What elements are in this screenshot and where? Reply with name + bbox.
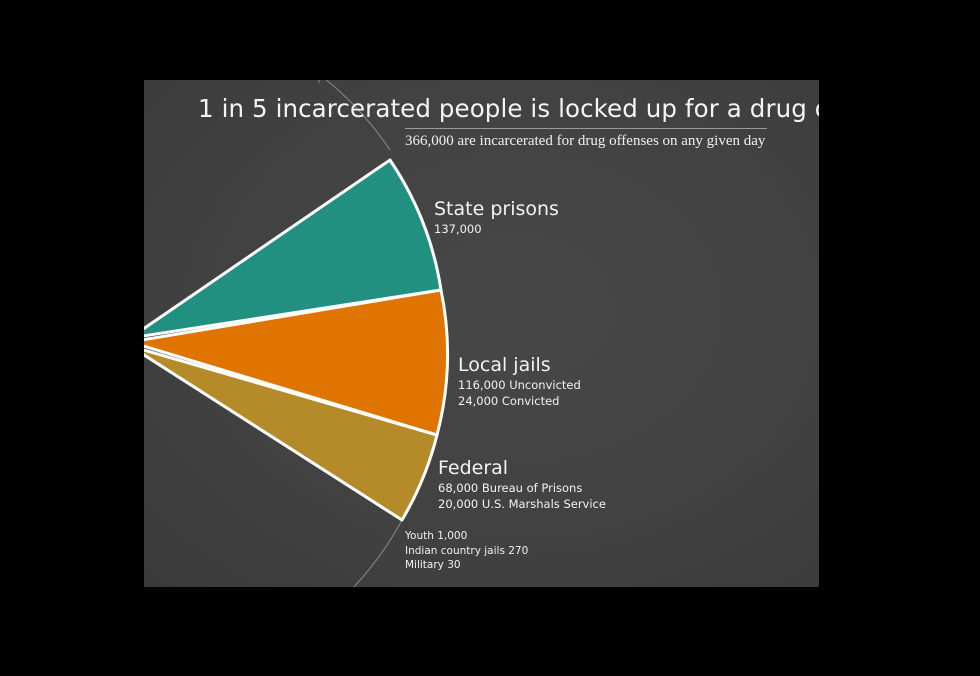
label-state-prisons-value: 137,000 [434,222,482,236]
slice-federal[interactable] [144,346,439,522]
label-local-jails-name: Local jails [458,354,551,376]
label-other-categories: Youth 1,000 Indian country jails 270 Mil… [405,529,528,573]
chart-panel: 1 in 5 incarcerated people is locked up … [144,80,819,587]
label-state-prisons-name: State prisons [434,198,559,220]
label-military: Military 30 [405,559,461,571]
label-youth: Youth 1,000 [405,530,468,542]
slice-local-jails[interactable] [144,288,449,437]
label-federal: Federal 68,000 Bureau of Prisons 20,000 … [438,456,606,512]
chart-subtitle: 366,000 are incarcerated for drug offens… [405,133,766,149]
subtitle-rule [405,128,767,129]
label-local-jails-unconvicted: 116,000 Unconvicted [458,378,581,392]
label-federal-bop: 68,000 Bureau of Prisons [438,481,583,495]
pie-chart [144,80,449,587]
label-local-jails: Local jails 116,000 Unconvicted 24,000 C… [458,353,581,409]
chart-title: 1 in 5 incarcerated people is locked up … [198,94,819,123]
outer-circle-arc-lower [353,519,403,587]
label-local-jails-convicted: 24,000 Convicted [458,394,560,408]
slice-state-prisons[interactable] [144,158,443,338]
outer-circle-arc [325,80,391,151]
label-federal-marshals: 20,000 U.S. Marshals Service [438,497,606,511]
label-indian-country-jails: Indian country jails 270 [405,544,529,557]
label-state-prisons: State prisons 137,000 [434,197,559,237]
label-federal-name: Federal [438,457,509,479]
